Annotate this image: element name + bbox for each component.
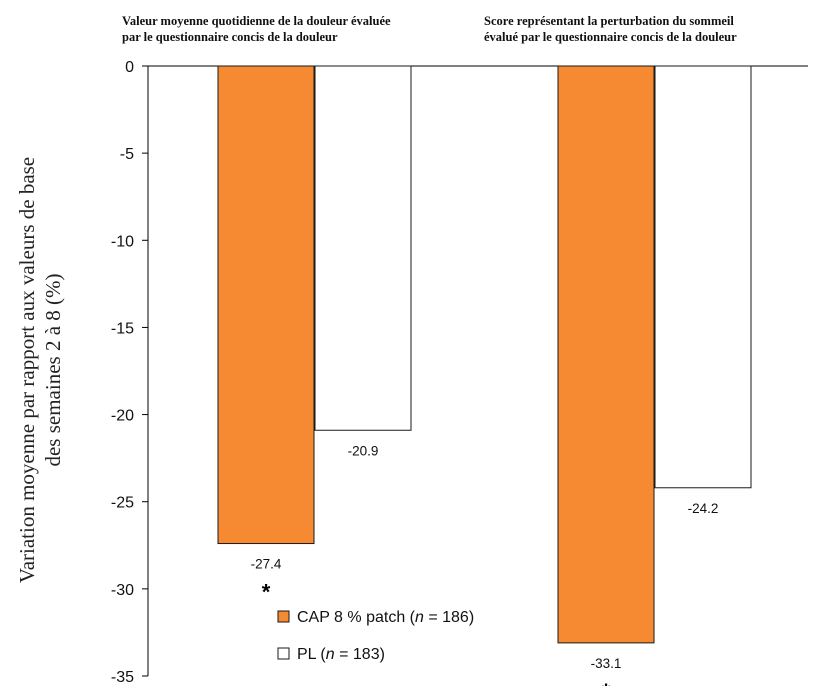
legend-label-part: n	[326, 646, 335, 663]
legend-label-part: PL (	[297, 646, 326, 663]
legend-label-part: = 186)	[424, 609, 474, 626]
category-title-line: Score représentant la perturbation du so…	[484, 14, 734, 28]
y-tick-label: -30	[111, 582, 134, 599]
category-title: Valeur moyenne quotidienne de la douleur…	[122, 14, 391, 44]
significance-marker: *	[262, 580, 271, 605]
bar-pl	[654, 65, 752, 489]
significance-marker: *	[602, 679, 611, 686]
bar-value-label: -20.9	[348, 443, 379, 458]
bar-cap	[557, 65, 655, 644]
legend-swatch	[277, 647, 290, 660]
legend-label-part: CAP 8 % patch (	[297, 609, 416, 626]
legend-swatch	[277, 610, 290, 623]
bar-cap	[217, 65, 315, 545]
bar-value-label: -27.4	[251, 557, 282, 572]
bar-pl	[314, 65, 412, 431]
category-title-line: évalué par le questionnaire concis de la…	[484, 30, 737, 44]
y-tick-label: -15	[111, 320, 134, 337]
y-axis-title-line: Variation moyenne par rapport aux valeur…	[15, 157, 39, 583]
y-axis-title: Variation moyenne par rapport aux valeur…	[15, 157, 65, 583]
y-tick-label: -10	[111, 233, 134, 250]
y-axis-title-line: des semaines 2 à 8 (%)	[41, 273, 65, 466]
legend-label-part: = 183)	[335, 646, 385, 663]
category-title-line: Valeur moyenne quotidienne de la douleur…	[122, 14, 391, 28]
y-tick-label: -25	[111, 495, 134, 512]
y-tick-label: -5	[120, 146, 134, 163]
y-tick-label: 0	[125, 59, 134, 76]
legend-label: PL (n = 183)	[297, 646, 385, 663]
category-title-line: par le questionnaire concis de la douleu…	[122, 30, 338, 44]
y-tick-label: -20	[111, 408, 134, 425]
legend-label-part: n	[415, 609, 424, 626]
bar-value-label: -24.2	[688, 501, 719, 516]
bar-value-label: -33.1	[591, 656, 622, 671]
y-tick-label: -35	[111, 669, 134, 686]
category-title: Score représentant la perturbation du so…	[484, 14, 737, 44]
legend-label: CAP 8 % patch (n = 186)	[297, 609, 474, 626]
